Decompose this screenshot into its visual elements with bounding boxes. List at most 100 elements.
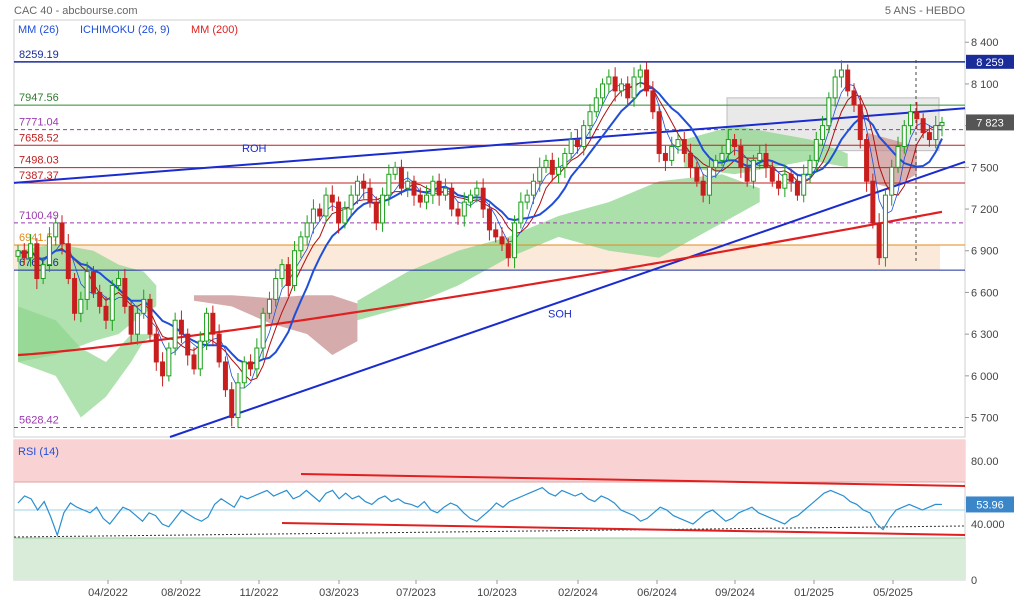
x-tick-label: 04/2022 (88, 587, 128, 599)
candle-body (750, 159, 756, 182)
level-badge-text: 8 259 (976, 57, 1004, 69)
candle-body (600, 83, 606, 99)
candle-body (298, 236, 304, 252)
ichimoku-cloud-bull (18, 306, 157, 418)
candle-body (310, 208, 316, 224)
candle-body (367, 187, 373, 203)
candle-body (700, 180, 706, 196)
candle-body (637, 69, 643, 78)
last-price-text: 7 823 (976, 117, 1004, 129)
y-tick-label: 6 600 (971, 287, 999, 299)
candle-body (568, 139, 574, 154)
candle-body (782, 173, 788, 189)
candle-body (28, 243, 34, 259)
candle-body (128, 305, 134, 335)
candle-body (417, 194, 423, 203)
candle-body (222, 361, 228, 391)
candle-body (556, 166, 562, 175)
candle-body (78, 298, 84, 314)
y-tick-label: 6 300 (971, 329, 999, 341)
candle-body (235, 382, 241, 419)
candle-body (688, 152, 694, 168)
candle-body (323, 194, 329, 217)
chart-title: CAC 40 - abcbourse.com (14, 5, 138, 17)
x-tick-label: 10/2023 (477, 587, 517, 599)
candle-body (939, 121, 945, 127)
candle-body (354, 180, 360, 196)
candle-body (90, 271, 96, 293)
candle-body (153, 333, 159, 363)
candle-body (442, 187, 448, 196)
candle-body (732, 139, 738, 147)
rsi-tick-label: 80.00 (971, 456, 999, 468)
tenkan-line (17, 81, 943, 389)
level-label: 7100.49 (19, 210, 59, 222)
candle-body (933, 125, 939, 141)
x-tick-label: 01/2025 (794, 587, 834, 599)
candle-body (845, 69, 851, 92)
candle-body (122, 278, 128, 307)
rsi-last-badge: 53.96 (966, 496, 1014, 513)
x-tick-label: 02/2024 (558, 587, 598, 599)
level-label: 5628.42 (19, 414, 59, 426)
rsi-label: RSI (14) (18, 446, 59, 458)
candle-body (116, 278, 122, 286)
candle-body (97, 291, 103, 307)
candle-body (587, 111, 593, 127)
candle-body (392, 166, 398, 175)
candle-body (260, 312, 266, 349)
level-label: 6941.57 (19, 232, 59, 244)
candle-body (172, 319, 178, 349)
candle-body (662, 152, 668, 161)
candle-body (832, 76, 838, 99)
candle-body (769, 166, 775, 182)
candle-body (424, 194, 430, 203)
candle-body (618, 83, 624, 92)
candle-body (493, 229, 499, 238)
candle-body (606, 76, 612, 85)
candle-body (895, 145, 901, 168)
level-label: 8259.19 (19, 49, 59, 61)
candle-body (625, 83, 631, 99)
soh-trendline (169, 160, 966, 438)
candle-body (160, 361, 166, 377)
legend-ichimoku: ICHIMOKU (26, 9) (80, 24, 170, 36)
candle-body (788, 173, 794, 182)
rsi-last-text: 53.96 (976, 499, 1004, 511)
rsi-tick-label: 40.000 (971, 519, 1005, 531)
candle-body (901, 125, 907, 147)
y-tick-label: 6 900 (971, 246, 999, 258)
candle-body (820, 125, 826, 141)
candle-body (694, 166, 700, 182)
candle-body (499, 236, 505, 245)
candle-body (248, 361, 254, 370)
roh-trendline (13, 107, 966, 184)
candle-body (178, 319, 184, 335)
candle-body (581, 125, 587, 147)
candle-body (65, 243, 71, 280)
candle-body (870, 180, 876, 224)
candle-body (644, 69, 650, 92)
mm26-line (17, 87, 943, 366)
candle-body (361, 180, 367, 189)
candle-body (273, 278, 279, 300)
candle-body (103, 305, 109, 321)
rsi-resistance-trend (300, 473, 966, 487)
y-tick-label: 5 700 (971, 413, 999, 425)
rsi-layer: 80.00 40.000 0 (13, 440, 1005, 587)
candle-body (266, 298, 272, 314)
y-tick-label: 7 200 (971, 204, 999, 216)
x-tick-label: 06/2024 (637, 587, 677, 599)
candle-body (512, 222, 518, 259)
candle-body (656, 111, 662, 154)
candle-body (292, 250, 298, 286)
candle-body (801, 173, 807, 196)
candle-body (889, 166, 895, 196)
x-tick-label: 08/2022 (161, 587, 201, 599)
ichimoku-cloud-bear (194, 295, 358, 355)
candle-body (134, 312, 140, 335)
rsi-ref-line (13, 525, 966, 538)
candle-body (480, 187, 486, 210)
